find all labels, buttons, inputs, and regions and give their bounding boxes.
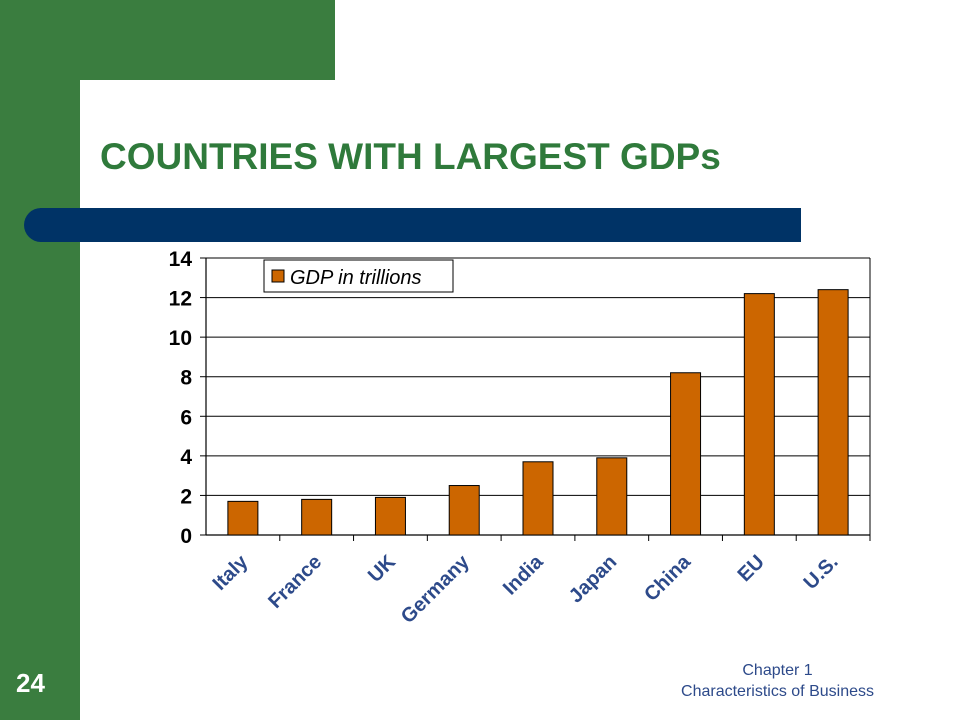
slide-number: 24 <box>16 668 45 698</box>
bar-uk <box>374 496 406 536</box>
y-tick-label: 4 <box>180 446 192 469</box>
bar-eu <box>743 293 775 536</box>
legend-swatch <box>271 269 285 283</box>
top-green-band <box>0 0 335 80</box>
x-tick-label: EU <box>734 551 769 586</box>
y-tick-label: 14 <box>169 248 193 271</box>
y-tick-label: 2 <box>180 485 192 508</box>
y-tick-label: 8 <box>180 367 192 390</box>
legend: GDP in trillions <box>263 259 454 293</box>
title-rule <box>40 208 801 242</box>
y-tick-label: 12 <box>169 288 192 311</box>
legend-box <box>263 259 454 293</box>
content-panel <box>80 80 960 720</box>
y-tick-label: 0 <box>180 525 192 548</box>
x-tick-label: China <box>640 550 695 605</box>
bar-germany <box>448 485 480 536</box>
footer-chapter: Chapter 1 <box>742 662 813 679</box>
x-tick-label: France <box>264 551 326 613</box>
bars <box>227 289 849 536</box>
footer: Chapter 1 Characteristics of Business <box>681 660 874 702</box>
bar-france <box>301 498 333 536</box>
bar-india <box>522 461 554 536</box>
bar-italy <box>227 500 259 536</box>
bar-china <box>670 372 702 536</box>
legend-label: GDP in trillions <box>290 267 422 289</box>
bar-japan <box>596 457 628 536</box>
x-tick-label: Japan <box>565 551 621 607</box>
x-tick-label: India <box>499 550 548 599</box>
left-green-band <box>0 0 80 720</box>
bar-us <box>817 289 849 536</box>
x-tick-label: Germany <box>397 550 474 627</box>
x-tick-label: Italy <box>209 550 253 594</box>
x-tick-label: U.S. <box>800 551 843 594</box>
y-tick-label: 6 <box>180 406 192 429</box>
x-tick-label: UK <box>364 551 400 587</box>
slide-title: COUNTRIES WITH LARGEST GDPs <box>100 136 721 177</box>
y-tick-label: 10 <box>169 327 192 350</box>
footer-subtitle: Characteristics of Business <box>681 683 874 700</box>
